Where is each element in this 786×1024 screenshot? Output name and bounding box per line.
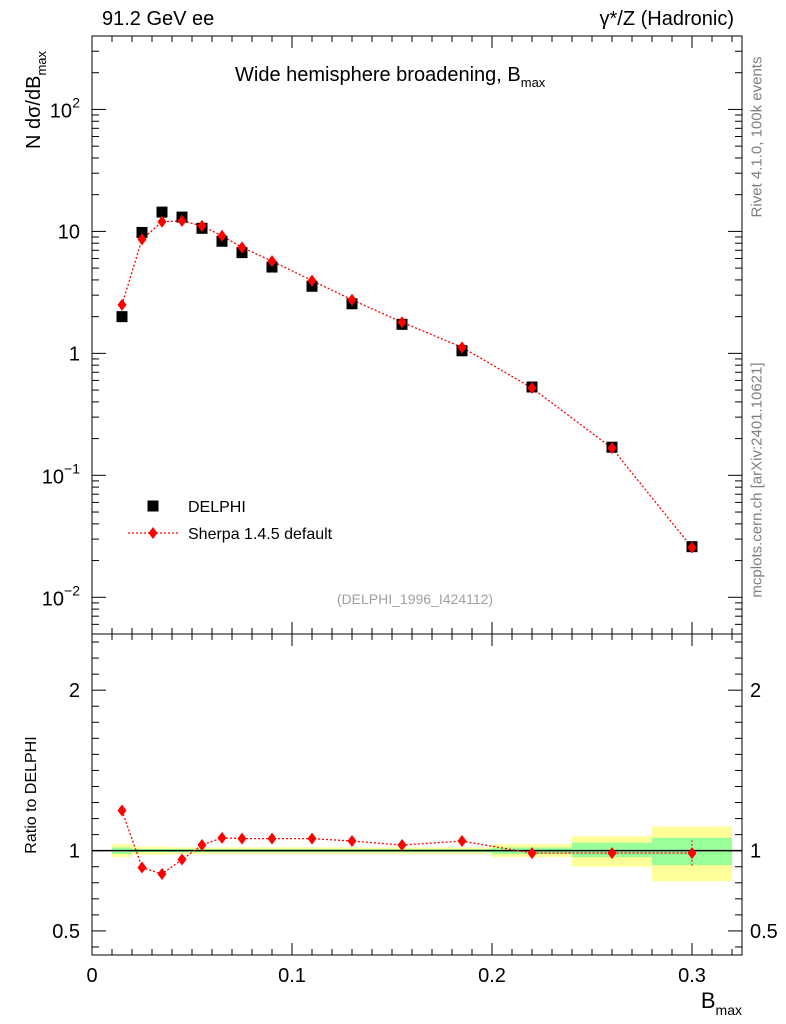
sherpa-ratio-point	[177, 853, 187, 866]
sherpa-ratio-point	[157, 867, 167, 880]
ratio-y-tick-label-right: 1	[750, 841, 761, 863]
xlabel-main: B	[700, 988, 716, 1013]
sherpa-ratio-point	[217, 831, 227, 844]
sherpa-ratio-point	[237, 832, 247, 845]
legend: DELPHI Sherpa 1.4.5 default	[128, 499, 333, 543]
y-tick-label: −210	[42, 582, 80, 610]
sherpa-ratio-point	[197, 839, 207, 852]
y-tick-label-base: 10	[58, 221, 80, 243]
sherpa-ratio-point	[347, 835, 357, 848]
sherpa-ratio-point	[117, 804, 127, 817]
ratio-panel: 0 0.1 0.2 0.3 0.5 0.5 1 1 2 2	[52, 633, 778, 987]
sherpa-data-point	[527, 381, 537, 394]
sherpa-data-point	[237, 241, 247, 254]
sherpa-ratio-point	[307, 832, 317, 845]
header-process-label: γ*/Z (Hadronic)	[599, 8, 734, 30]
delphi-data-point	[136, 226, 148, 238]
ratio-y-tick-label-left: 0.5	[52, 921, 80, 943]
ratio-frame	[91, 633, 743, 956]
x-tick-label: 0	[86, 965, 97, 987]
sherpa-data-point	[687, 541, 697, 554]
ratio-y-tick-label-right: 2	[750, 680, 761, 702]
y-tick-label: 1	[69, 343, 80, 365]
y-tick-label-base: 10	[50, 100, 72, 122]
sherpa-ratio-point	[457, 835, 467, 848]
y-tick-label: −110	[42, 460, 80, 488]
plot-title: Wide hemisphere broadening, Bmax	[235, 64, 545, 90]
ratio-y-tick-label-right: 0.5	[750, 921, 778, 943]
ratio-y-tick-label-left: 1	[69, 841, 80, 863]
y-tick-label-exponent: −1	[64, 460, 80, 476]
sherpa-ratio-point	[397, 839, 407, 852]
sherpa-ratio-line	[121, 810, 692, 875]
ratio-y-tick-label-left: 2	[69, 680, 80, 702]
sherpa-ratio-point	[527, 847, 537, 860]
sherpa-line	[121, 220, 693, 548]
y-tick-label-base: 10	[42, 588, 64, 610]
sherpa-data-point	[137, 233, 147, 246]
sherpa-data-point	[347, 293, 357, 306]
legend-sherpa-marker	[148, 527, 158, 539]
sherpa-data-point	[177, 214, 187, 227]
header-energy-label: 91.2 GeV ee	[102, 8, 215, 30]
plot-title-sub: max	[520, 75, 546, 90]
sherpa-ratio-point	[687, 847, 697, 860]
sherpa-data-point	[197, 219, 207, 232]
legend-delphi-label: DELPHI	[188, 499, 246, 516]
sherpa-data-point	[607, 442, 617, 455]
xlabel-sub: max	[715, 1002, 742, 1018]
y-tick-label-exponent: 2	[72, 94, 80, 110]
sherpa-data-point	[157, 215, 167, 228]
sherpa-data-point	[307, 274, 317, 287]
legend-delphi-marker	[147, 500, 159, 512]
y-tick-label-base: 10	[42, 466, 64, 488]
delphi-data-point	[156, 206, 168, 218]
sherpa-data-point	[457, 341, 467, 354]
sherpa-ratio-point	[267, 832, 277, 845]
xlabel: Bmax	[701, 988, 742, 1018]
sherpa-ratio-point	[137, 861, 147, 874]
sherpa-ratio-point	[607, 847, 617, 860]
sherpa-data-point	[217, 229, 227, 242]
x-tick-label: 0.1	[278, 965, 306, 987]
sherpa-data-point	[117, 298, 127, 311]
y-tick-label-base: 1	[69, 343, 80, 365]
delphi-data-point	[116, 311, 128, 323]
analysis-label: (DELPHI_1996_I424112)	[337, 591, 493, 607]
x-tick-label: 0.3	[678, 965, 706, 987]
y-tick-label-exponent: −2	[64, 582, 80, 598]
sherpa-data-point	[397, 316, 407, 329]
x-tick-label: 0.2	[478, 965, 506, 987]
sherpa-data-point	[267, 255, 277, 268]
plot-title-main: Wide hemisphere broadening, B	[235, 64, 521, 86]
y-tick-label: 10	[58, 221, 80, 243]
legend-sherpa-label: Sherpa 1.4.5 default	[188, 526, 333, 543]
main-frame	[91, 35, 743, 635]
y-tick-label: 210	[50, 94, 80, 122]
